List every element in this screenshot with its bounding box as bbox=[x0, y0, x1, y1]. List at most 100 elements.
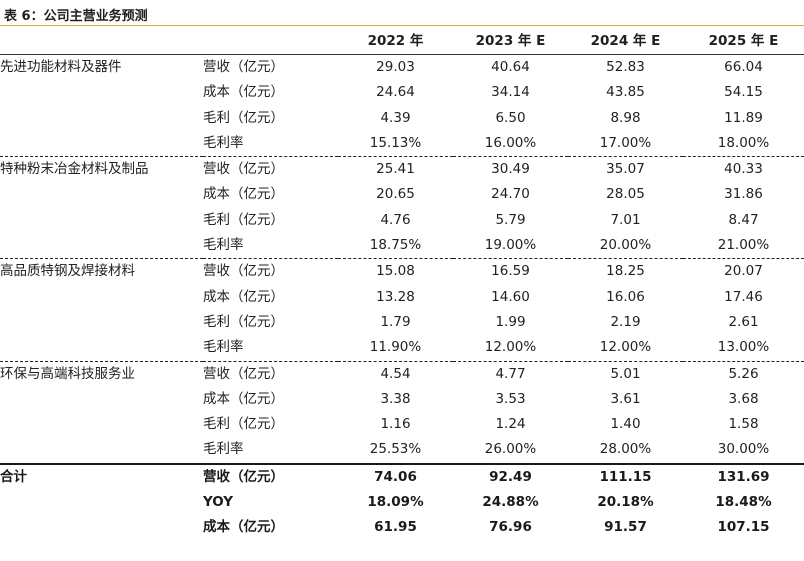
value-cell: 18.00% bbox=[717, 134, 770, 151]
value-cell: 28.05 bbox=[606, 186, 645, 203]
table-row: 毛利率 15.13% 16.00% 17.00% 18.00% bbox=[0, 131, 804, 157]
value-cell: 52.83 bbox=[568, 54, 683, 81]
metric-label: YOY bbox=[203, 494, 234, 511]
segment-label-empty bbox=[0, 233, 203, 259]
value-cell: 1.16 bbox=[380, 416, 411, 433]
value-cell: 25.53% bbox=[369, 441, 422, 458]
segment-label-empty bbox=[0, 285, 203, 310]
value-cell: 111.15 bbox=[568, 462, 683, 491]
table-row: 先进功能材料及器件 营收（亿元） 29.03 40.64 52.83 66.04 bbox=[0, 54, 804, 81]
value-cell: 18.75% bbox=[369, 237, 422, 254]
table-row: 毛利（亿元） 1.16 1.24 1.40 1.58 bbox=[0, 412, 804, 437]
header-segment bbox=[0, 28, 203, 55]
header-year-2024e: 2024 年 E bbox=[590, 33, 661, 49]
value-cell: 18.25 bbox=[568, 258, 683, 285]
table-row: 毛利率 25.53% 26.00% 28.00% 30.00% bbox=[0, 437, 804, 463]
table-row: 成本（亿元） 20.65 24.70 28.05 31.86 bbox=[0, 182, 804, 207]
value-cell: 14.60 bbox=[491, 288, 530, 305]
value-cell: 5.26 bbox=[683, 360, 804, 387]
value-cell: 15.08 bbox=[338, 258, 453, 285]
segment-label: 高品质特钢及焊接材料 bbox=[0, 258, 203, 285]
table-row: 成本（亿元） 3.38 3.53 3.61 3.68 bbox=[0, 387, 804, 412]
metric-label: 营收（亿元） bbox=[203, 54, 338, 81]
header-metric bbox=[203, 28, 338, 55]
metric-label: 毛利率 bbox=[203, 134, 244, 151]
value-cell: 7.01 bbox=[610, 211, 641, 228]
table-row: 成本（亿元） 24.64 34.14 43.85 54.15 bbox=[0, 80, 804, 105]
table-row: 毛利（亿元） 4.39 6.50 8.98 11.89 bbox=[0, 106, 804, 131]
table-body: 先进功能材料及器件 营收（亿元） 29.03 40.64 52.83 66.04 成本（亿元… bbox=[0, 54, 804, 541]
segment-label-empty bbox=[0, 80, 203, 105]
value-cell: 61.95 bbox=[374, 519, 417, 536]
segment-label-empty bbox=[0, 515, 203, 540]
segment-label: 环保与高端科技服务业 bbox=[0, 360, 203, 387]
metric-label: 营收（亿元） bbox=[203, 360, 338, 387]
metric-label: 毛利（亿元） bbox=[203, 313, 284, 330]
value-cell: 4.39 bbox=[380, 109, 411, 126]
value-cell: 76.96 bbox=[489, 519, 532, 536]
value-cell: 4.77 bbox=[453, 360, 568, 387]
value-cell: 28.00% bbox=[599, 441, 652, 458]
segment-label: 合计 bbox=[0, 462, 203, 491]
value-cell: 17.46 bbox=[724, 288, 763, 305]
table-row: 毛利率 18.75% 19.00% 20.00% 21.00% bbox=[0, 233, 804, 259]
value-cell: 5.01 bbox=[568, 360, 683, 387]
table-row: 环保与高端科技服务业 营收（亿元） 4.54 4.77 5.01 5.26 bbox=[0, 360, 804, 387]
value-cell: 20.18% bbox=[597, 494, 654, 511]
value-cell: 131.69 bbox=[683, 462, 804, 491]
table-caption: 表 6：公司主营业务预测 bbox=[4, 9, 148, 24]
header-year-2022: 2022 年 bbox=[367, 33, 424, 49]
metric-label: 成本（亿元） bbox=[203, 84, 284, 101]
header-year-2023e: 2023 年 E bbox=[475, 33, 546, 49]
segment-label-empty bbox=[0, 106, 203, 131]
value-cell: 18.48% bbox=[715, 494, 772, 511]
value-cell: 54.15 bbox=[724, 84, 763, 101]
table-row: 毛利（亿元） 1.79 1.99 2.19 2.61 bbox=[0, 310, 804, 335]
value-cell: 24.64 bbox=[376, 84, 415, 101]
value-cell: 1.40 bbox=[610, 416, 641, 433]
value-cell: 15.13% bbox=[369, 134, 422, 151]
segment-label-empty bbox=[0, 412, 203, 437]
forecast-table: 2022 年 2023 年 E 2024 年 E 2025 年 E 先进功能材料… bbox=[0, 28, 804, 541]
table-row: 毛利率 11.90% 12.00% 12.00% 13.00% bbox=[0, 335, 804, 361]
value-cell: 35.07 bbox=[568, 156, 683, 183]
segment-label-empty bbox=[0, 437, 203, 463]
table-row: 合计 营收（亿元） 74.06 92.49 111.15 131.69 bbox=[0, 462, 804, 491]
value-cell: 40.33 bbox=[683, 156, 804, 183]
metric-label: 毛利（亿元） bbox=[203, 109, 284, 126]
value-cell: 8.98 bbox=[610, 109, 641, 126]
value-cell: 29.03 bbox=[338, 54, 453, 81]
value-cell: 107.15 bbox=[717, 519, 770, 536]
value-cell: 1.24 bbox=[495, 416, 526, 433]
metric-label: 成本（亿元） bbox=[203, 288, 284, 305]
value-cell: 3.53 bbox=[495, 390, 526, 407]
caption-divider bbox=[0, 25, 804, 26]
segment-label-empty bbox=[0, 310, 203, 335]
metric-label: 毛利（亿元） bbox=[203, 211, 284, 228]
value-cell: 12.00% bbox=[484, 339, 537, 356]
value-cell: 5.79 bbox=[495, 211, 526, 228]
table-row: 成本（亿元） 13.28 14.60 16.06 17.46 bbox=[0, 285, 804, 310]
segment-label: 先进功能材料及器件 bbox=[0, 54, 203, 81]
value-cell: 16.00% bbox=[484, 134, 537, 151]
value-cell: 43.85 bbox=[606, 84, 645, 101]
header-year-2025e: 2025 年 E bbox=[708, 33, 779, 49]
segment-label-empty bbox=[0, 335, 203, 361]
table-row: 毛利（亿元） 4.76 5.79 7.01 8.47 bbox=[0, 208, 804, 233]
value-cell: 11.90% bbox=[369, 339, 422, 356]
value-cell: 4.54 bbox=[338, 360, 453, 387]
value-cell: 24.70 bbox=[491, 186, 530, 203]
metric-label: 成本（亿元） bbox=[203, 186, 284, 203]
segment-label-empty bbox=[0, 208, 203, 233]
value-cell: 30.49 bbox=[453, 156, 568, 183]
value-cell: 1.99 bbox=[495, 313, 526, 330]
value-cell: 12.00% bbox=[599, 339, 652, 356]
table-row: 成本（亿元） 61.95 76.96 91.57 107.15 bbox=[0, 515, 804, 540]
metric-label: 营收（亿元） bbox=[203, 258, 338, 285]
value-cell: 16.06 bbox=[606, 288, 645, 305]
header-row: 2022 年 2023 年 E 2024 年 E 2025 年 E bbox=[0, 28, 804, 55]
metric-label: 毛利率 bbox=[203, 237, 244, 254]
value-cell: 20.07 bbox=[683, 258, 804, 285]
value-cell: 25.41 bbox=[338, 156, 453, 183]
metric-label: 营收（亿元） bbox=[203, 156, 338, 183]
